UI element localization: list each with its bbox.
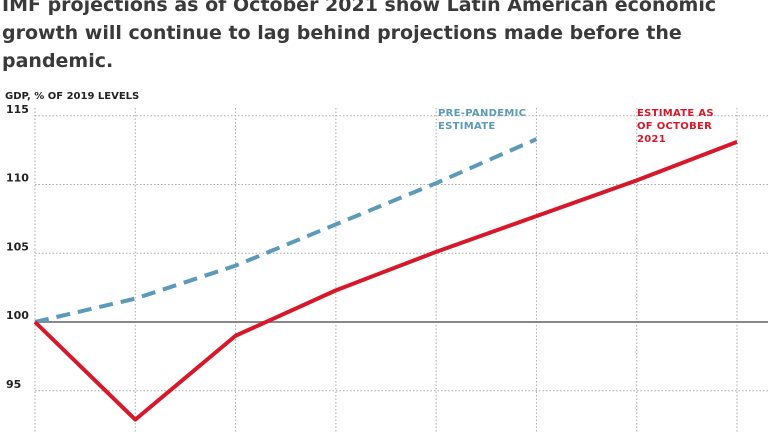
y-tick-label: 105 bbox=[6, 240, 29, 253]
series-line bbox=[34, 137, 538, 324]
y-tick-label: 95 bbox=[6, 378, 21, 391]
legend-label: PRE-PANDEMIC ESTIMATE bbox=[438, 108, 527, 132]
y-axis-label: GDP, % OF 2019 LEVELS bbox=[5, 91, 140, 102]
series-line bbox=[33, 140, 738, 422]
legend-label: ESTIMATE AS OF OCTOBER 2021 bbox=[637, 108, 714, 145]
y-tick-label: 115 bbox=[6, 103, 29, 116]
y-tick-label: 100 bbox=[6, 309, 29, 322]
chart-title: IMF projections as of October 2021 show … bbox=[2, 0, 717, 72]
y-tick-label: 110 bbox=[6, 172, 29, 185]
